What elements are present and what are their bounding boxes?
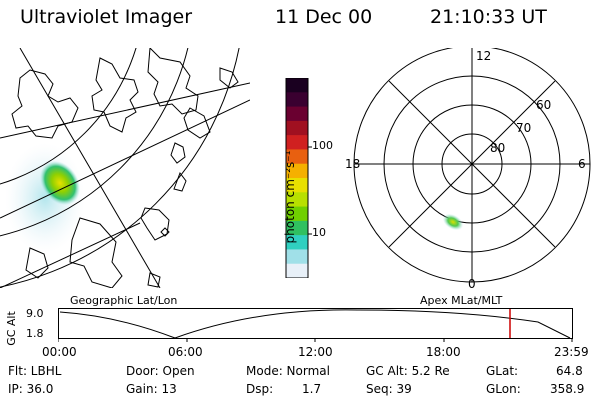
- timeline-xtick-0000: 00:00: [42, 345, 77, 359]
- aurora-spot: [442, 213, 464, 231]
- glon-label: GLon:: [486, 382, 521, 396]
- timeline-ytick-low: 1.8: [26, 327, 44, 340]
- colorbar-band: [286, 106, 308, 122]
- dsp-value: 1.7: [302, 382, 322, 396]
- apex-coords-label: Apex MLat/MLT: [420, 294, 503, 307]
- colorbar-band: [286, 220, 308, 236]
- door-status: Door: Open: [126, 364, 195, 378]
- colorbar-band: [286, 235, 308, 250]
- colorbar-tick-10: 10: [312, 226, 326, 239]
- polar-plot: 12 18 6 0 60 70 80: [345, 48, 591, 288]
- filter-value: Flt: LBHL: [8, 364, 62, 378]
- glat-label: GLat:: [486, 364, 519, 378]
- glat-value: 64.8: [556, 364, 583, 378]
- timeline-axis-title: GC Alt: [4, 311, 18, 346]
- instrument-title: Ultraviolet Imager: [20, 6, 193, 28]
- colorbar-unit-label: photon cm⁻²s⁻¹: [283, 150, 297, 244]
- ip-value: IP: 36.0: [8, 382, 54, 396]
- timeline-ytick-high: 9.0: [26, 307, 44, 320]
- glon-value: 358.9: [550, 382, 585, 396]
- hour-label-0: 0: [468, 277, 476, 288]
- timeline-xtick-1200: 12:00: [298, 345, 333, 359]
- colorbar-band: [286, 178, 308, 193]
- lat-label-70: 70: [516, 121, 531, 135]
- altitude-timeline: [58, 308, 573, 342]
- timeline-xtick-1800: 18:00: [426, 345, 461, 359]
- hour-label-12: 12: [476, 49, 491, 63]
- lat-label-60: 60: [536, 98, 551, 112]
- colorbar: [285, 78, 312, 278]
- mode-value: Mode: Normal: [246, 364, 330, 378]
- date-label: 11 Dec 00: [275, 6, 373, 28]
- colorbar-band: [286, 249, 308, 265]
- colorbar-band: [286, 92, 308, 108]
- colorbar-band: [286, 135, 308, 150]
- timeline-xtick-2359: 23:59: [554, 345, 589, 359]
- colorbar-band: [286, 120, 308, 136]
- timeline-xtick-0600: 06:00: [168, 345, 203, 359]
- hour-label-18: 18: [345, 157, 360, 171]
- gain-value: Gain: 13: [126, 382, 177, 396]
- colorbar-band: [286, 78, 308, 93]
- seq-value: Seq: 39: [366, 382, 412, 396]
- colorbar-band: [286, 163, 308, 179]
- geographic-map: [0, 48, 250, 288]
- altitude-curve: [59, 309, 571, 339]
- dsp-label: Dsp:: [246, 382, 274, 396]
- gc-alt-value: GC Alt: 5.2 Re: [366, 364, 450, 378]
- colorbar-band: [286, 206, 308, 222]
- time-label: 21:10:33 UT: [430, 6, 547, 28]
- colorbar-band: [286, 149, 308, 165]
- colorbar-band: [286, 192, 308, 208]
- geo-coords-label: Geographic Lat/Lon: [70, 294, 178, 307]
- lat-label-80: 80: [490, 141, 505, 155]
- hour-label-6: 6: [578, 157, 586, 171]
- colorbar-gradient: [286, 78, 308, 278]
- colorbar-band: [286, 263, 308, 278]
- colorbar-tick-100: 100: [312, 139, 333, 152]
